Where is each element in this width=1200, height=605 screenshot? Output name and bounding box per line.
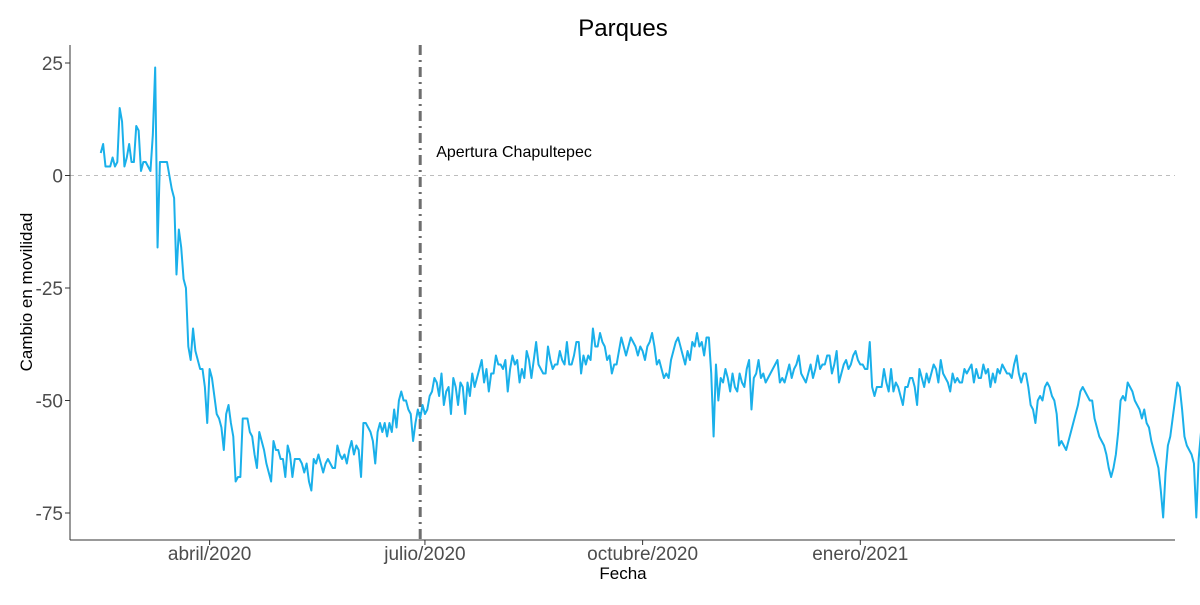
y-tick-label: -75: [36, 504, 63, 525]
series-line-0: [99, 66, 1200, 519]
y-tick-label: 25: [42, 54, 63, 75]
x-tick-label: julio/2020: [383, 544, 465, 565]
x-tick-label: abril/2020: [168, 544, 251, 565]
x-axis-title: Fecha: [599, 564, 647, 583]
x-tick-label: enero/2021: [812, 544, 908, 565]
y-tick-label: -50: [36, 392, 63, 413]
y-tick-label: 0: [52, 167, 63, 188]
y-tick-label: -25: [36, 279, 63, 300]
annotation-apertura: Apertura Chapultepec: [436, 144, 592, 161]
plot-area: Apertura Chapultepec 25 0 -25 -50 -75 abril/20…: [36, 45, 1200, 565]
x-tick-label: octubre/2020: [587, 544, 698, 565]
y-axis-title: Cambio en movilidad: [17, 213, 36, 372]
chart-title: Parques: [578, 15, 667, 42]
